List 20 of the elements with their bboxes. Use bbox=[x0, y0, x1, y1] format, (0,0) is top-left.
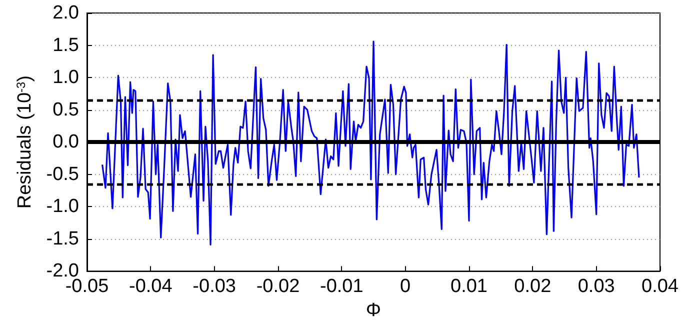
y-tick-label: 2.0 bbox=[52, 2, 79, 24]
y-tick-label: 1.5 bbox=[52, 34, 79, 56]
x-tick-label: 0.02 bbox=[514, 276, 552, 298]
y-tick-label: 1.0 bbox=[52, 67, 79, 88]
y-tick-label: -0.5 bbox=[46, 164, 79, 185]
x-tick-label: -0.03 bbox=[192, 276, 236, 298]
line-series bbox=[101, 40, 640, 246]
y-axis-title: Residuals (10-3) bbox=[14, 75, 36, 209]
x-tick-label: 0.01 bbox=[450, 276, 488, 298]
x-tick-label: -0.02 bbox=[256, 276, 300, 298]
y-tick-label: 0.0 bbox=[52, 132, 79, 153]
x-tick-label: 0.03 bbox=[578, 276, 615, 298]
y-tick-label: -1.5 bbox=[46, 228, 79, 250]
x-tick-label: -0.04 bbox=[129, 276, 173, 298]
x-tick-label: 0.04 bbox=[642, 276, 679, 298]
x-axis-title: Φ bbox=[366, 300, 382, 321]
y-tick-label: 0.5 bbox=[52, 99, 79, 120]
y-tick-label: -1.0 bbox=[46, 196, 79, 218]
x-tick-label: 0 bbox=[400, 276, 411, 298]
x-tick-label: -0.01 bbox=[320, 276, 364, 298]
